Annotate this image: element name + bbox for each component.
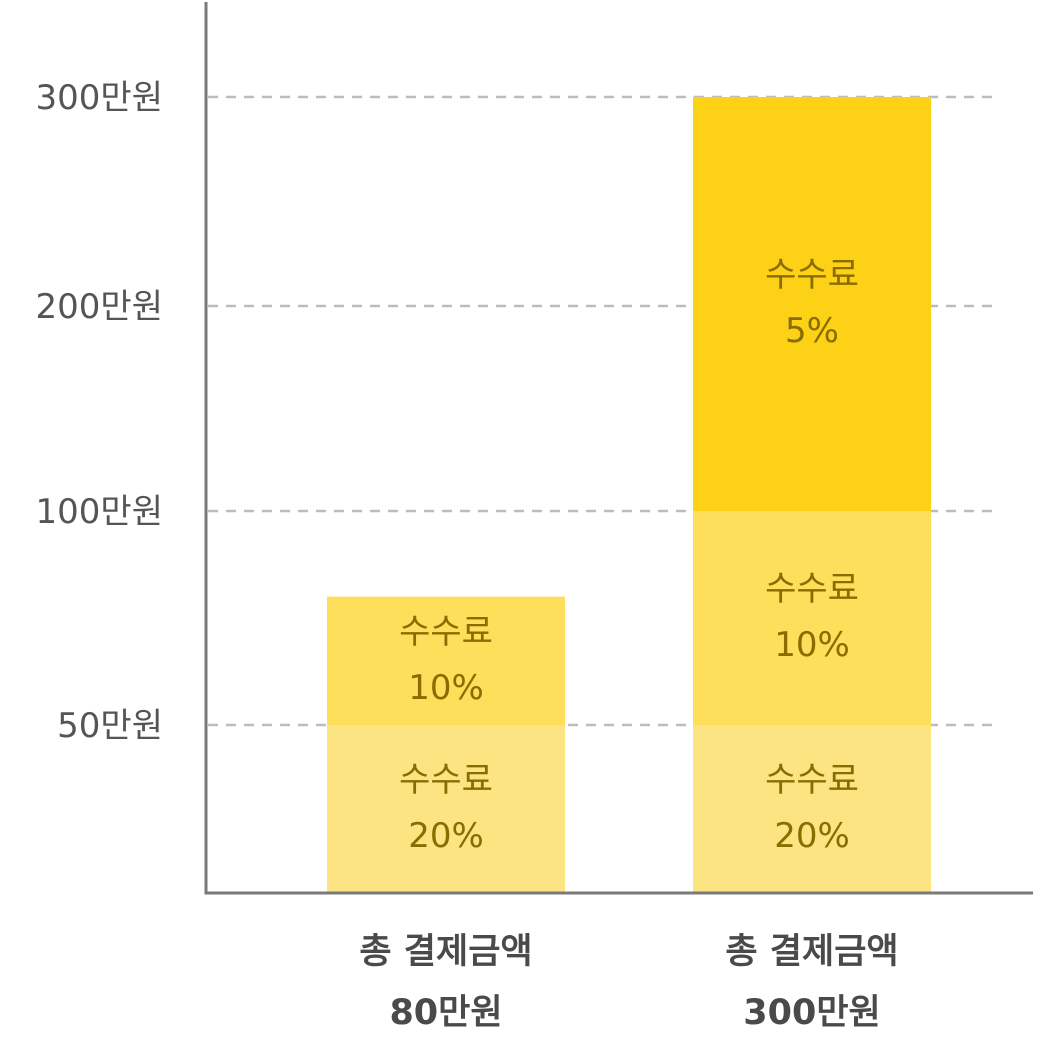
segment-label-name: 수수료 [399,760,493,800]
segment-label-rate: 10% [408,668,484,708]
category-label-amount: 80만원 [389,993,502,1033]
bar-segment [327,725,565,893]
category-label-title: 총 결제금액 [725,932,898,972]
y-tick-label: 50만원 [57,706,163,746]
y-tick-label: 100만원 [36,492,163,532]
axis-lines [204,2,1033,895]
y-tick-label: 200만원 [36,287,163,327]
category-labels: 총 결제금액 80만원 총 결제금액 300만원 [359,932,898,1033]
segment-label-name: 수수료 [399,612,493,652]
bar-segment [693,511,931,725]
y-tick-label: 300만원 [36,78,163,118]
segment-label-rate: 5% [785,311,839,351]
segment-label-rate: 20% [774,816,850,856]
segment-label-rate: 20% [408,816,484,856]
segment-label-name: 수수료 [765,255,859,295]
segment-label-rate: 10% [774,625,850,665]
segment-label-name: 수수료 [765,569,859,609]
bar-segment [327,596,565,725]
bar-segment [693,97,931,511]
bar-segment [693,725,931,893]
axes [204,2,1033,895]
y-tick-labels: 50만원 100만원 200만원 300만원 [36,78,163,746]
segment-label-name: 수수료 [765,760,859,800]
category-label-amount: 300만원 [743,993,880,1033]
bar-layer: 수수료 20% 수수료 10% 수수료 20% 수수료 10% 수수료 5% [327,97,931,893]
category-label-title: 총 결제금액 [359,932,532,972]
